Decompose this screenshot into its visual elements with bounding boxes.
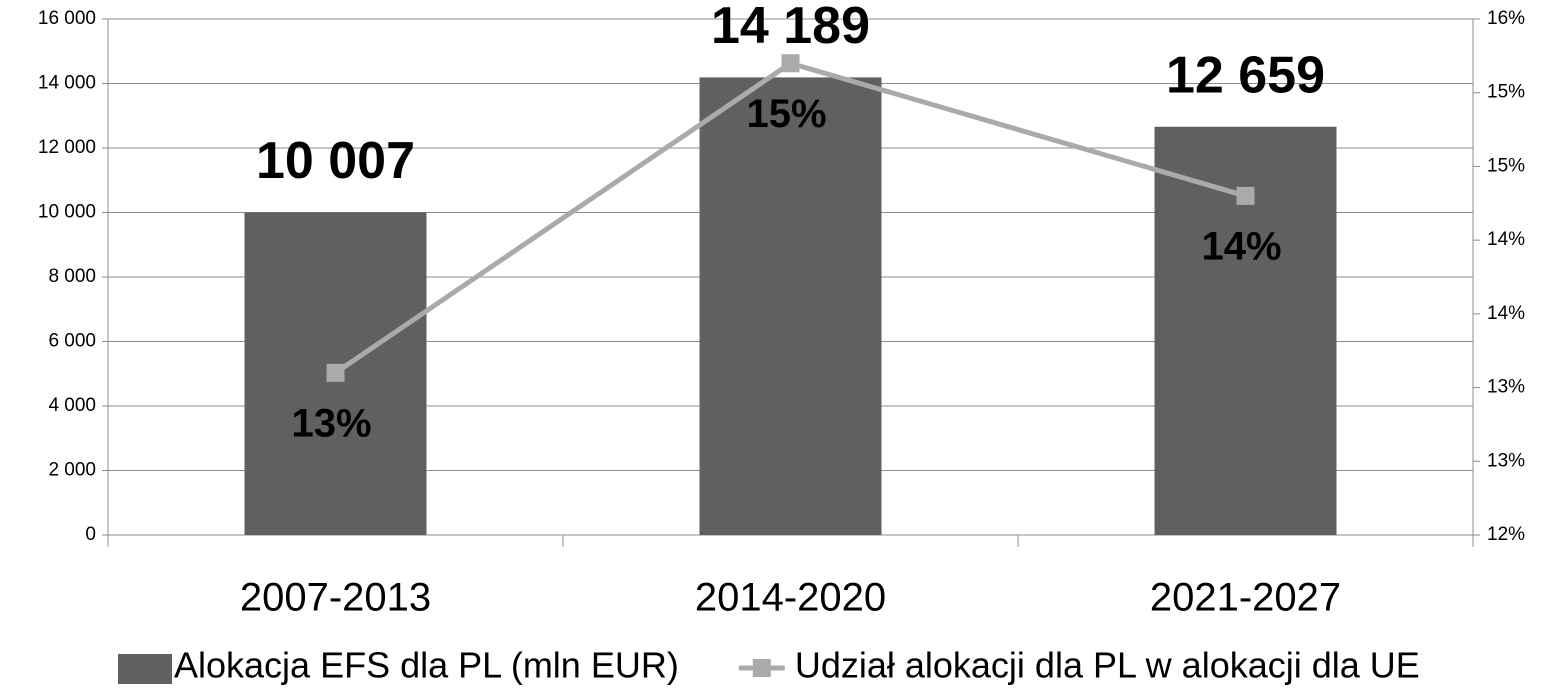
y-tick-label: 14 000 [38, 73, 96, 94]
y2-tick-label: 14% [1487, 303, 1525, 324]
bar-value-label: 14 189 [711, 0, 870, 55]
bar-value-label: 12 659 [1166, 46, 1325, 104]
legend-swatch [118, 654, 172, 684]
y2-tick-label: 15% [1487, 155, 1525, 176]
y-tick-label: 0 [85, 524, 96, 545]
y2-tick-label: 14% [1487, 229, 1525, 250]
y-tick-label: 2 000 [48, 460, 96, 481]
y-tick-label: 4 000 [48, 395, 96, 416]
y2-tick-label: 12% [1487, 524, 1525, 545]
legend-label: Udział alokacji dla PL w alokacji dla UE [795, 645, 1420, 686]
y-tick-label: 8 000 [48, 266, 96, 287]
line-marker [326, 363, 345, 382]
y-tick-label: 12 000 [38, 137, 96, 158]
y2-tick-label: 13% [1487, 450, 1525, 471]
y2-tick-label: 15% [1487, 82, 1525, 103]
y-tick-label: 6 000 [48, 331, 96, 352]
y-tick-label: 10 000 [38, 202, 96, 223]
line-value-label: 13% [291, 401, 371, 445]
y-tick-label: 16 000 [38, 8, 96, 29]
y2-tick-label: 16% [1487, 8, 1525, 29]
bar [699, 77, 882, 535]
line-marker [1236, 186, 1255, 205]
line-value-label: 15% [746, 92, 826, 136]
bar-value-label: 10 007 [256, 132, 415, 190]
x-tick-label: 2007-2013 [240, 576, 431, 620]
y2-tick-label: 13% [1487, 377, 1525, 398]
x-tick-label: 2014-2020 [695, 576, 886, 620]
legend-label: Alokacja EFS dla PL (mln EUR) [174, 645, 679, 686]
legend-marker [752, 659, 771, 677]
line-value-label: 14% [1201, 224, 1281, 268]
line-marker [781, 54, 800, 73]
x-tick-label: 2021-2027 [1150, 576, 1341, 620]
